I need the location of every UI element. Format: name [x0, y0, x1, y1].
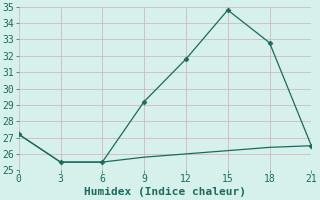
X-axis label: Humidex (Indice chaleur): Humidex (Indice chaleur) [84, 187, 246, 197]
